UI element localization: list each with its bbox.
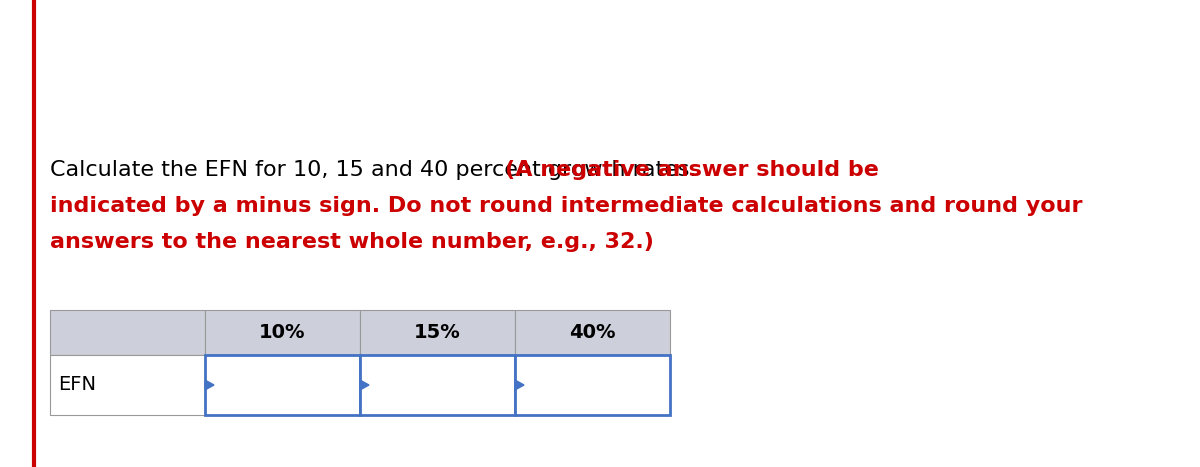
Bar — [515, 310, 670, 355]
Polygon shape — [515, 380, 524, 390]
Polygon shape — [360, 380, 370, 390]
Bar — [50, 310, 205, 355]
Bar — [205, 355, 360, 415]
Bar — [360, 310, 515, 355]
Text: answers to the nearest whole number, e.g., 32.): answers to the nearest whole number, e.g… — [50, 232, 654, 252]
Text: 40%: 40% — [569, 323, 616, 342]
Bar — [515, 355, 670, 415]
Bar — [50, 355, 205, 415]
Bar — [360, 355, 515, 415]
Text: EFN: EFN — [58, 375, 96, 395]
Polygon shape — [205, 380, 214, 390]
Text: 15%: 15% — [414, 323, 461, 342]
Text: indicated by a minus sign. Do not round intermediate calculations and round your: indicated by a minus sign. Do not round … — [50, 196, 1082, 216]
Text: (A negative answer should be: (A negative answer should be — [505, 160, 878, 180]
Bar — [205, 310, 360, 355]
Text: Calculate the EFN for 10, 15 and 40 percent growth rates.: Calculate the EFN for 10, 15 and 40 perc… — [50, 160, 703, 180]
Text: 10%: 10% — [259, 323, 306, 342]
